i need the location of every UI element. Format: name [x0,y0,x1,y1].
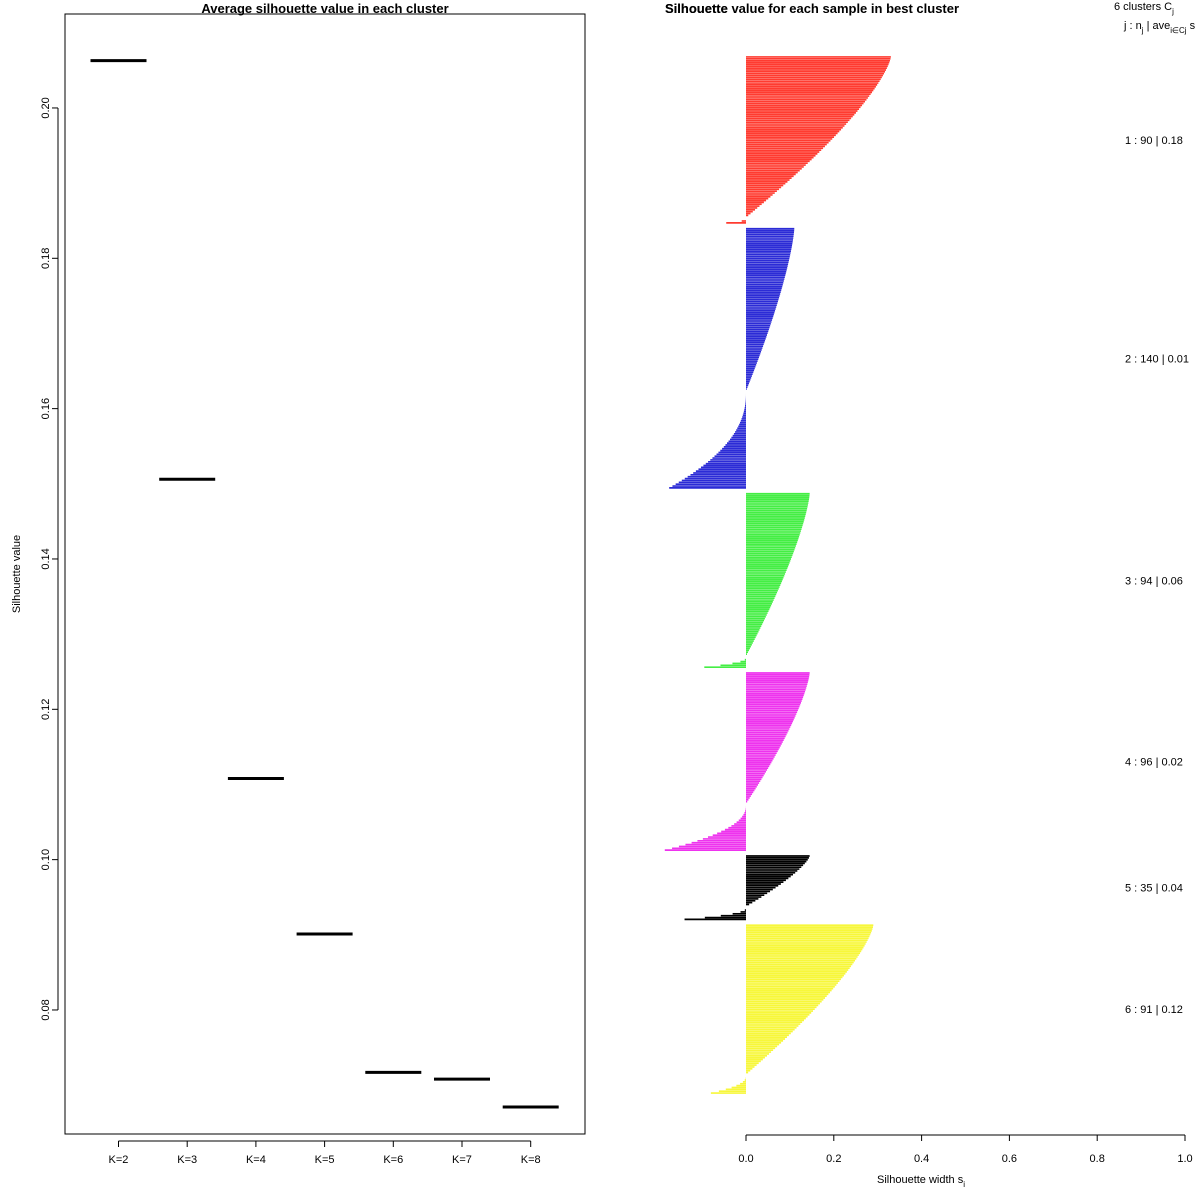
cluster-3-label: 3 : 94 | 0.06 [1125,575,1183,587]
cluster-3-bars [704,492,810,668]
cluster-6-bars [710,924,874,1094]
left-x-tick-label: K=3 [177,1154,197,1166]
cluster-2-bars [669,227,795,489]
cluster-4-bars [664,672,810,851]
cluster-1-label: 1 : 90 | 0.18 [1125,135,1183,147]
left-y-tick-label: 0.10 [40,849,52,870]
left-y-tick-label: 0.14 [40,548,52,569]
right-x-tick-label: 0.4 [914,1153,929,1165]
legend-header-line2: j : nj | avei∈Cj s [1123,20,1196,35]
legend-header-line1: 6 clusters Cj [1114,1,1174,16]
left-x-tick-label: K=2 [109,1154,129,1166]
silhouette-bars [664,56,891,1094]
left-panel: Average silhouette value in each cluster… [11,1,586,1166]
left-x-axis: K=2 K=3 K=4 K=5 K=6 K=7 K=8 [109,1140,541,1166]
right-x-tick-label: 0.6 [1002,1153,1017,1165]
right-x-tick-label: 0.8 [1090,1153,1105,1165]
left-chart-title: Average silhouette value in each cluster [201,1,448,16]
right-panel: Silhouette Silhouette value for each sam… [664,1,1196,1189]
left-plot-frame [64,13,586,1135]
right-chart-title: Silhouette value for each sample in best… [665,1,959,16]
left-y-tick-label: 0.12 [40,699,52,720]
right-x-tick-label: 0.2 [826,1153,841,1165]
cluster-1-bars [726,56,891,224]
left-x-tick-label: K=7 [452,1154,472,1166]
left-y-tick-label: 0.08 [40,999,52,1020]
cluster-labels: 1 : 90 | 0.18 2 : 140 | 0.01 3 : 94 | 0.06… [1125,135,1189,1016]
right-x-axis-label: Silhouette width si [877,1174,965,1189]
right-x-tick-label: 0.0 [738,1153,753,1165]
left-y-axis-label: Silhouette value [11,535,23,613]
cluster-6-label: 6 : 91 | 0.12 [1125,1004,1183,1016]
right-x-tick-label: 1.0 [1177,1153,1192,1165]
left-y-axis: 0.08 0.10 0.12 0.14 0.16 0.18 0.20 [40,97,59,1021]
left-y-tick-label: 0.20 [40,97,52,118]
cluster-5-label: 5 : 35 | 0.04 [1125,883,1183,895]
cluster-5-bars [684,855,810,921]
right-chart-overlapped-title: Silhouette [665,1,728,16]
left-x-tick-label: K=4 [246,1154,266,1166]
left-y-tick-label: 0.18 [40,248,52,269]
left-series [90,59,559,1109]
left-x-tick-label: K=5 [315,1154,335,1166]
right-x-axis: 0.0 0.2 0.4 0.6 0.8 1.0 [738,1134,1193,1165]
left-x-tick-label: K=6 [383,1154,403,1166]
cluster-2-label: 2 : 140 | 0.01 [1125,353,1189,365]
left-y-tick-label: 0.16 [40,398,52,419]
cluster-4-label: 4 : 96 | 0.02 [1125,757,1183,769]
left-x-tick-label: K=8 [521,1154,541,1166]
